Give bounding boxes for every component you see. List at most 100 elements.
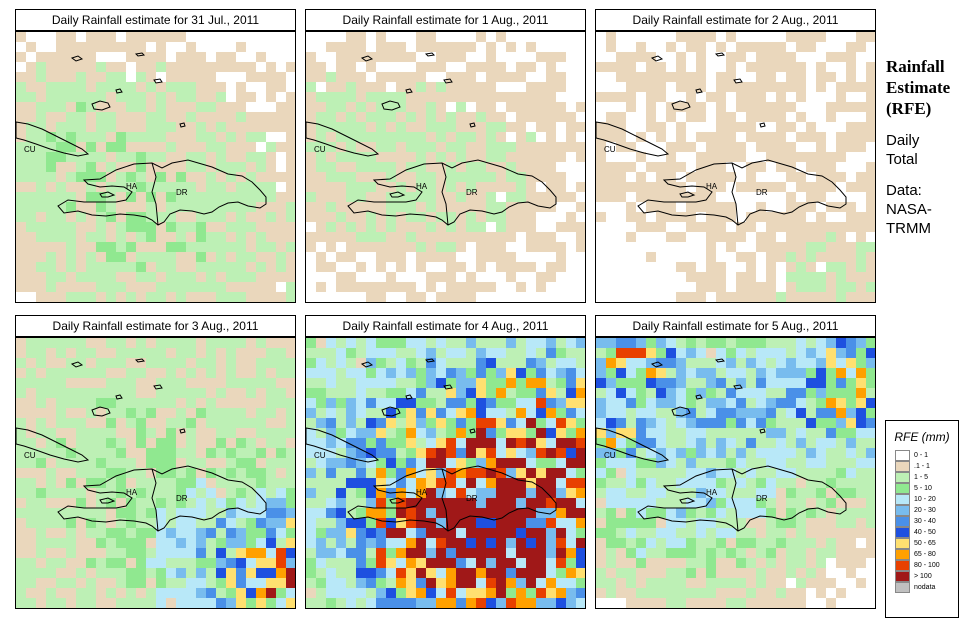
- rainfall-cell: [86, 448, 96, 458]
- rainfall-cell: [286, 202, 295, 212]
- rainfall-cell: [366, 368, 376, 378]
- rainfall-cell: [686, 102, 696, 112]
- rainfall-cell: [536, 348, 546, 358]
- rainfall-cell: [476, 578, 486, 588]
- rainfall-cell: [96, 262, 106, 272]
- rainfall-cell: [126, 212, 136, 222]
- rainfall-cell: [546, 102, 556, 112]
- rainfall-cell: [526, 468, 536, 478]
- coastline-small: [360, 55, 374, 62]
- rainfall-cell: [246, 338, 256, 348]
- rainfall-cell: [806, 548, 816, 558]
- rainfall-cell: [136, 568, 146, 578]
- rainfall-cell: [436, 478, 446, 488]
- rainfall-cell: [356, 388, 366, 398]
- rainfall-cell: [436, 598, 446, 608]
- rainfall-cell: [806, 438, 816, 448]
- rainfall-cell: [576, 438, 585, 448]
- rainfall-cell: [306, 448, 316, 458]
- rainfall-cell: [36, 528, 46, 538]
- rainfall-cell: [126, 202, 136, 212]
- rainfall-cell: [676, 548, 686, 558]
- rainfall-cell: [666, 578, 676, 588]
- rainfall-cell: [846, 62, 856, 72]
- rainfall-cell: [706, 538, 716, 548]
- rainfall-cell: [726, 212, 736, 222]
- rainfall-cell: [846, 252, 856, 262]
- rainfall-cell: [646, 122, 656, 132]
- rainfall-cell: [786, 102, 796, 112]
- rainfall-cell: [836, 498, 846, 508]
- rainfall-cell: [266, 348, 276, 358]
- rainfall-cell: [706, 212, 716, 222]
- rainfall-cell: [596, 142, 606, 152]
- rainfall-cell: [626, 182, 636, 192]
- rainfall-cell: [536, 588, 546, 598]
- rainfall-cell: [626, 368, 636, 378]
- rainfall-cell: [196, 142, 206, 152]
- rainfall-cell: [106, 282, 116, 292]
- rainfall-cell: [116, 42, 126, 52]
- rainfall-cell: [616, 558, 626, 568]
- rainfall-cell: [426, 232, 436, 242]
- rainfall-cell: [106, 398, 116, 408]
- rainfall-cell: [146, 32, 156, 42]
- rainfall-cell: [196, 488, 206, 498]
- rainfall-cell: [216, 172, 226, 182]
- rainfall-cell: [146, 518, 156, 528]
- rainfall-cell: [366, 92, 376, 102]
- rainfall-cell: [826, 578, 836, 588]
- rainfall-cell: [526, 242, 536, 252]
- rainfall-cell: [346, 282, 356, 292]
- coastline-small: [70, 361, 84, 368]
- rainfall-cell: [226, 578, 236, 588]
- rainfall-cell: [406, 292, 416, 302]
- rainfall-cell: [536, 528, 546, 538]
- rainfall-cell: [566, 538, 576, 548]
- rainfall-cell: [556, 568, 566, 578]
- legend-swatch: [895, 461, 910, 472]
- rainfall-cell: [486, 82, 496, 92]
- rainfall-cell: [236, 132, 246, 142]
- rainfall-cell: [616, 438, 626, 448]
- rainfall-cell: [236, 578, 246, 588]
- rainfall-cell: [136, 358, 146, 368]
- rainfall-cell: [196, 242, 206, 252]
- rainfall-cell: [806, 182, 816, 192]
- rainfall-cell: [176, 398, 186, 408]
- rainfall-cell: [186, 72, 196, 82]
- rainfall-cell: [506, 478, 516, 488]
- rainfall-cell: [376, 192, 386, 202]
- rainfall-cell: [46, 182, 56, 192]
- rainfall-cell: [576, 388, 585, 398]
- rainfall-cell: [536, 172, 546, 182]
- rainfall-cell: [776, 408, 786, 418]
- rainfall-cell: [186, 122, 196, 132]
- rainfall-cell: [86, 122, 96, 132]
- rainfall-cell: [466, 408, 476, 418]
- rainfall-cell: [726, 498, 736, 508]
- rainfall-cell: [316, 548, 326, 558]
- rainfall-cell: [406, 548, 416, 558]
- rainfall-cell: [856, 448, 866, 458]
- rainfall-cell: [596, 438, 606, 448]
- rainfall-cell: [176, 162, 186, 172]
- rainfall-cell: [456, 428, 466, 438]
- rainfall-cell: [326, 358, 336, 368]
- rainfall-cell: [696, 458, 706, 468]
- rainfall-cell: [96, 388, 106, 398]
- rainfall-cell: [66, 588, 76, 598]
- rainfall-cell: [156, 262, 166, 272]
- rainfall-cell: [636, 588, 646, 598]
- rainfall-cell: [426, 428, 436, 438]
- rainfall-cell: [266, 538, 276, 548]
- rainfall-cell: [376, 262, 386, 272]
- rainfall-cell: [766, 448, 776, 458]
- rainfall-cell: [106, 468, 116, 478]
- rainfall-cell: [36, 478, 46, 488]
- rainfall-cell: [816, 232, 826, 242]
- rainfall-cell: [36, 162, 46, 172]
- rainfall-cell: [376, 102, 386, 112]
- legend-label: 20 - 30: [914, 507, 936, 514]
